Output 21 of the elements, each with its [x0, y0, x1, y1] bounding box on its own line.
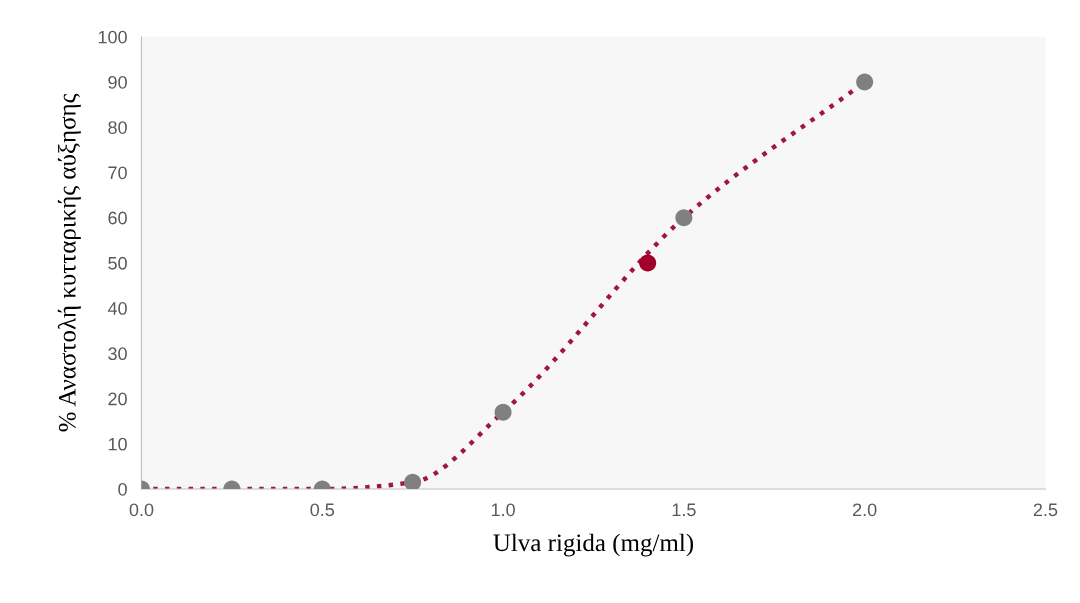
x-tick-label: 2.5: [1033, 503, 1058, 517]
x-axis-title: Ulva rigida (mg/ml): [493, 533, 694, 557]
x-tick-label: 1.5: [672, 503, 696, 517]
y-tick-label: 20: [108, 392, 127, 406]
y-tick-label: 40: [107, 302, 127, 315]
point: [675, 209, 693, 227]
y-tick-label: 70: [108, 166, 127, 180]
x-tick-label: 1.0: [491, 503, 515, 517]
y-tick-label: 60: [108, 211, 127, 225]
x-tick-label: 0.0: [129, 503, 154, 517]
point: [639, 254, 657, 272]
y-tick-label: 80: [108, 121, 127, 134]
y-tick-label: 90: [108, 75, 127, 89]
y-tick-label: 100: [98, 30, 127, 44]
y-tick-label: 30: [108, 347, 127, 361]
y-tick-label: 0: [118, 482, 127, 496]
x-tick-label: 2.0: [853, 503, 877, 517]
x-tick-label: 0.5: [310, 503, 335, 517]
y-axis-title: % Αναστολή κυτταρικής αύξησης: [57, 93, 81, 432]
y-tick-label: 50: [108, 256, 127, 270]
y-tick-label: 10: [108, 437, 127, 451]
